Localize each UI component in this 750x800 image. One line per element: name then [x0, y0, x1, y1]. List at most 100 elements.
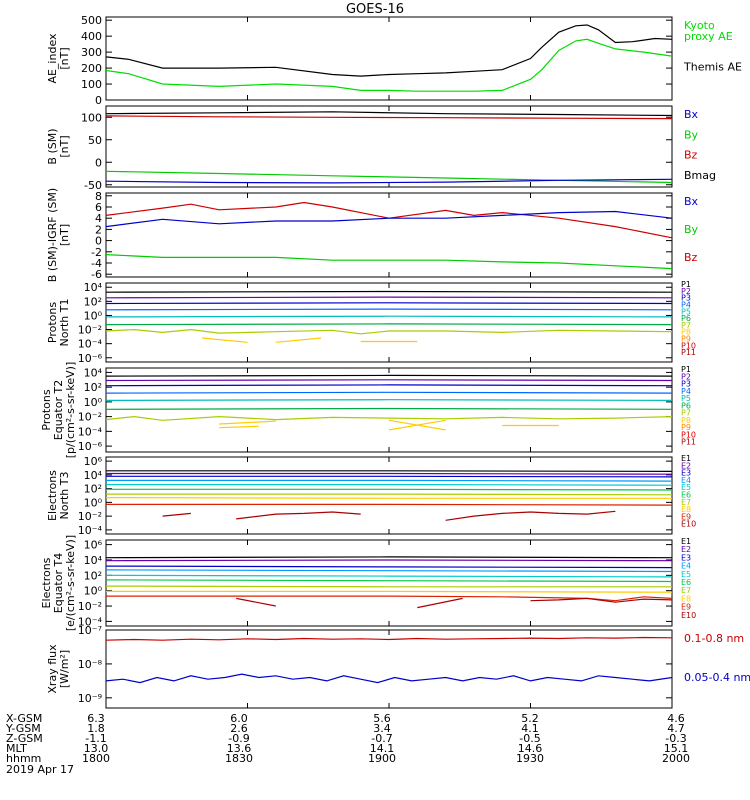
series-line-E8	[105, 497, 672, 499]
y-axis-label: Electrons	[40, 557, 53, 608]
footer-value: 4.1	[521, 722, 539, 735]
y-tick-label: 0	[95, 156, 102, 169]
series-segment	[388, 419, 446, 431]
y-tick-label: 10⁻⁴	[78, 524, 103, 537]
series-line-Bz	[105, 115, 673, 120]
series-line-0.1-0.8-nm	[105, 636, 673, 641]
series-segment	[219, 420, 276, 425]
footer-value: 13.0	[84, 742, 109, 755]
legend-entry: Bx	[684, 108, 699, 121]
series-line-E1	[105, 556, 673, 559]
series-line-P5	[105, 315, 673, 318]
y-axis-label: [p/(cm²-s-sr-keV)]	[64, 362, 77, 459]
series-line-P4	[105, 308, 673, 311]
y-tick-label: 10⁻⁴	[78, 615, 103, 628]
series-line-P1	[105, 290, 673, 293]
footer-value: 5.6	[373, 712, 391, 725]
legend-entry: P9	[681, 335, 691, 344]
footer-row-label: X-GSM	[6, 712, 42, 725]
y-axis-label: AE_index	[46, 33, 59, 84]
footer-value: 2.6	[230, 722, 248, 735]
legend-entry: P4	[681, 387, 691, 396]
legend-entry: E2	[681, 461, 691, 470]
y-axis-label: North T3	[58, 472, 71, 520]
footer-value: -1.1	[85, 732, 106, 745]
legend-entry: P5	[681, 307, 691, 316]
y-axis-label: Equator T2	[52, 380, 65, 440]
panel-4: 10⁴ 10² 10⁰ 10⁻²10⁻⁴ 10⁻⁶ Protons Equator T2 [p…	[40, 362, 696, 459]
y-tick-label: 200	[81, 62, 102, 75]
legend-entry: P2	[681, 287, 691, 296]
y-tick-label: 10⁻²	[78, 510, 102, 523]
legend-entry: P7	[681, 409, 691, 418]
series-line-E3	[105, 565, 673, 569]
series-line-P3	[105, 384, 673, 387]
y-axis-label: Protons	[46, 302, 59, 343]
y-axis-label: B (SM)	[46, 128, 59, 164]
legend-entry: Kyoto	[684, 19, 715, 32]
legend-entry: By	[684, 223, 699, 236]
y-tick-label: 10⁴	[84, 469, 103, 482]
legend-entry: By	[684, 128, 699, 141]
series-line-P4	[105, 391, 673, 394]
legend-entry: E6	[681, 578, 691, 587]
panel-7: 10⁻⁷ 10⁻⁸ 10⁻⁹ Xray flux [W/m²] 0.1-0.8 nm 0.0…	[46, 624, 750, 709]
y-tick-label: 10⁰	[84, 496, 103, 509]
footer-value: 5.2	[521, 712, 539, 725]
legend-entry: P1	[681, 365, 691, 374]
legend-entry: P9	[681, 423, 691, 432]
series-line-E8	[106, 590, 673, 593]
series-line-Bz	[105, 201, 673, 239]
legend-entry: E3	[681, 553, 691, 562]
y-tick-label: -50	[84, 179, 102, 192]
y-axis-label: Protons	[40, 389, 53, 430]
legend-entry: E8	[681, 505, 691, 514]
series-segment	[417, 597, 463, 609]
legend-entry: P6	[681, 314, 691, 323]
series-line-E9	[106, 503, 673, 506]
panel-frame	[105, 629, 673, 709]
legend-entry: E1	[681, 454, 691, 463]
series-line-E9	[106, 595, 673, 602]
series-line-E5	[106, 483, 673, 486]
series-line-P2	[105, 296, 673, 299]
series-line-E2	[105, 559, 673, 562]
legend-entry: E9	[681, 603, 691, 612]
y-tick-label: 10⁻⁶	[78, 440, 103, 453]
legend-entry: E10	[681, 520, 696, 529]
legend-entry: E7	[681, 498, 691, 507]
series-segment	[236, 597, 276, 607]
y-axis-label: B (SM)-IGRF (SM)	[46, 188, 59, 282]
y-tick-label: 6	[95, 201, 102, 214]
y-axis-label: Equator T4	[52, 553, 65, 613]
legend-entry: P11	[681, 348, 696, 357]
series-line-E6	[106, 488, 673, 491]
footer-value: 6.0	[230, 712, 248, 725]
footer-value: 2000	[662, 752, 690, 765]
y-tick-label: -4	[91, 257, 102, 270]
footer-value: -0.9	[228, 732, 249, 745]
y-axis-label: North T1	[58, 299, 71, 347]
y-tick-label: 10²	[84, 295, 102, 308]
legend-entry: E10	[681, 611, 696, 620]
y-axis-label: [nT]	[58, 135, 71, 157]
legend-entry: P3	[681, 294, 691, 303]
legend-entry: E9	[681, 512, 691, 521]
y-axis-label: [W/m²]	[58, 650, 71, 688]
legend-entry: P4	[681, 300, 691, 309]
series-line-P5	[105, 399, 673, 401]
footer-value: -0.7	[371, 732, 392, 745]
footer-value: 14.1	[370, 742, 395, 755]
y-tick-label: -6	[91, 268, 102, 281]
series-line-Bmag	[105, 111, 673, 117]
legend-entry: P3	[681, 380, 691, 389]
footer-value: 14.6	[518, 742, 543, 755]
series-line-E3	[106, 475, 673, 478]
legend-entry: Bmag	[684, 169, 716, 182]
legend-entry: E8	[681, 594, 691, 603]
footer-value: -0.5	[519, 732, 540, 745]
legend-entry: P6	[681, 401, 691, 410]
